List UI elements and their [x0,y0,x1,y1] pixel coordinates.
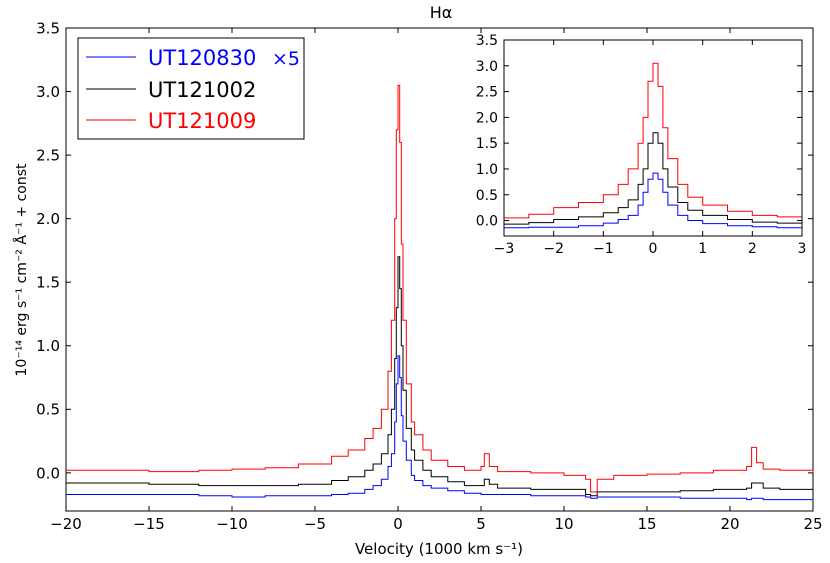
main-x-tick-label: 25 [803,515,822,533]
main-series-line-2 [66,84,814,493]
x-axis-label: Velocity (1000 km s⁻¹) [355,540,523,558]
main-x-tick-label: 15 [637,515,656,533]
inset-y-tick-label: 2.5 [476,85,498,101]
inset-x-tick-label: −2 [543,241,564,257]
main-series-line-0 [66,355,814,501]
main-series-lines [66,84,814,501]
main-x-tick-label: −20 [50,515,82,533]
inset-y-tick-label: 0.0 [476,214,498,230]
inset-y-tick-label: 1.5 [476,136,498,152]
main-x-tick-label: 5 [476,515,486,533]
inset-x-tick-label: 3 [798,241,807,257]
main-x-tick-label: 0 [393,515,403,533]
main-x-tick-label: −10 [216,515,248,533]
main-x-tick-label: 10 [554,515,573,533]
inset-y-tick-label: 2.0 [476,110,498,126]
main-x-tick-label: −5 [304,515,326,533]
inset-x-tick-label: 1 [698,241,707,257]
chart-title: Hα [430,3,453,22]
main-y-tick-label: 1.5 [36,274,60,292]
main-y-tick-label: 2.0 [36,210,60,228]
inset-series-line-1 [504,132,803,225]
inset-y-tick-label: 3.0 [476,59,498,75]
y-axis-label: 10⁻¹⁴ erg s⁻¹ cm⁻² Å⁻¹ + const [13,163,30,377]
inset-series-lines [504,62,803,229]
inset-y-tick-label: 0.5 [476,188,498,204]
main-y-tick-label: 1.0 [36,337,60,355]
main-y-tick-label: 3.5 [36,19,60,37]
inset-x-ticks: −3 −2 −1 0 1 2 3 [494,40,807,257]
main-y-tick-label: 2.5 [36,147,60,165]
legend: UT120830 ×5 UT121002 UT121009 [77,37,305,140]
main-x-tick-label: 20 [720,515,739,533]
inset-y-tick-label: 1.0 [476,162,498,178]
main-y-ticks: 0.0 0.5 1.0 1.5 2.0 2.5 3.0 3.5 [36,19,813,482]
inset-x-tick-label: 2 [748,241,757,257]
legend-suffix-ut120830: ×5 [272,48,300,70]
main-y-tick-label: 0.0 [36,464,60,482]
main-x-ticks: −20 −15 −10 −5 0 5 10 15 20 25 [50,28,823,533]
inset-x-tick-label: −1 [593,241,614,257]
inset-series-line-2 [504,62,803,219]
main-x-tick-label: −15 [133,515,165,533]
main-plot-frame [65,27,814,512]
legend-label-ut121009: UT121009 [148,109,256,133]
main-y-tick-label: 3.0 [36,83,60,101]
inset-x-tick-label: −3 [494,241,515,257]
legend-label-ut120830: UT120830 [148,46,256,70]
inset-x-tick-label: 0 [649,241,658,257]
inset-y-ticks: 0.0 0.5 1.0 1.5 2.0 2.5 3.0 3.5 [476,33,802,230]
main-y-tick-label: 0.5 [36,401,60,419]
inset-y-tick-label: 3.5 [476,33,498,49]
legend-label-ut121002: UT121002 [148,78,256,102]
main-series-line-1 [66,256,814,497]
inset-series-line-0 [504,172,803,229]
